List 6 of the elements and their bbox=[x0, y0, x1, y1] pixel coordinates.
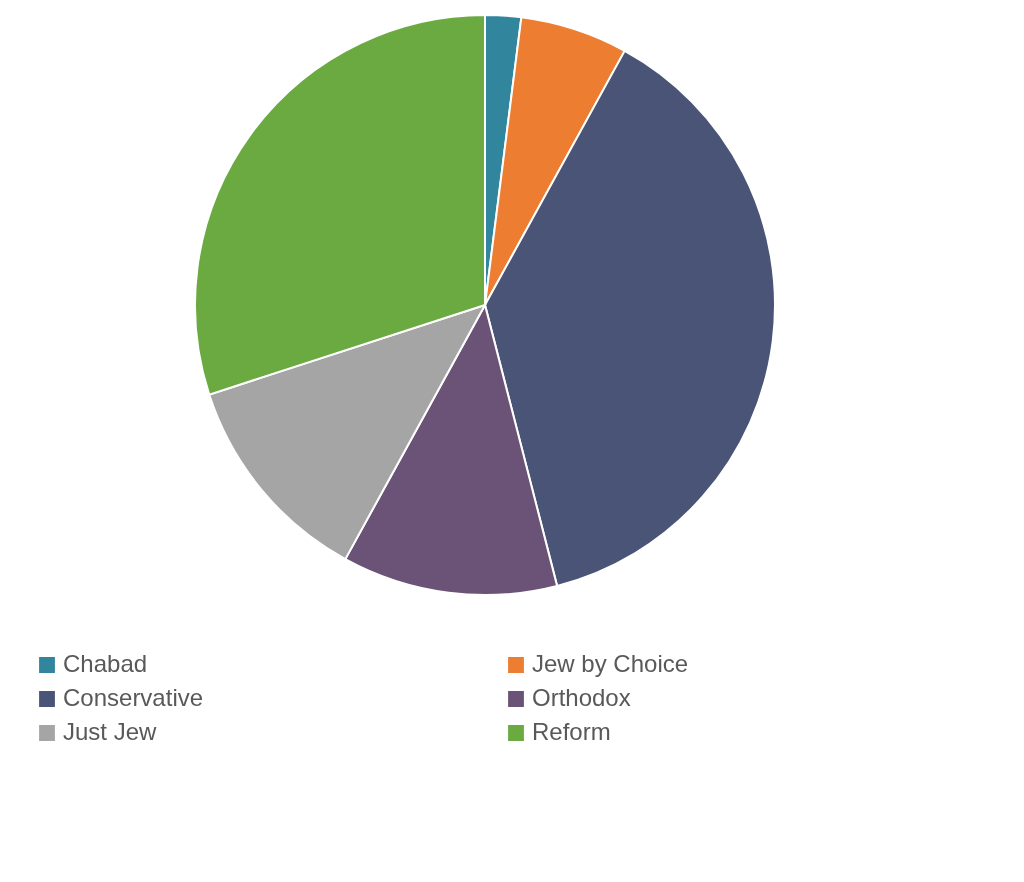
legend-label: Jew by Choice bbox=[532, 650, 689, 677]
legend-label: Conservative bbox=[63, 684, 204, 711]
legend-label: Chabad bbox=[63, 650, 148, 677]
legend-label: Just Jew bbox=[63, 718, 158, 745]
legend-label: Reform bbox=[532, 718, 611, 745]
legend-label: Orthodox bbox=[532, 684, 631, 711]
